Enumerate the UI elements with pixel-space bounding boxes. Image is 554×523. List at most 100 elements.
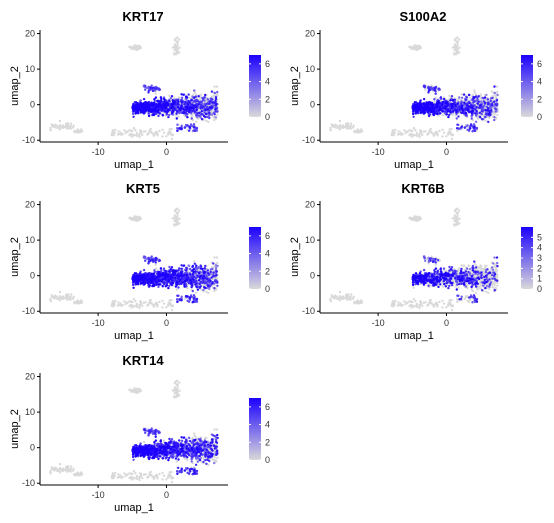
cell-point: [154, 258, 158, 262]
cell-point: [444, 107, 447, 111]
cell-point: [397, 130, 400, 133]
cell-point: [493, 91, 496, 95]
cell-point: [162, 267, 166, 270]
cell-point: [195, 129, 199, 132]
cell-point: [158, 259, 161, 262]
y-axis-label: umap_2: [289, 66, 301, 106]
cell-point: [136, 102, 139, 105]
cell-point: [426, 133, 429, 136]
cell-point: [474, 120, 478, 124]
cell-point: [448, 113, 451, 117]
cell-point: [204, 109, 207, 112]
cell-point: [161, 306, 164, 309]
cell-point: [213, 280, 217, 283]
cell-point: [199, 106, 203, 110]
cell-point: [441, 110, 444, 113]
cell-point: [472, 100, 475, 104]
cell-point: [399, 131, 402, 134]
cell-point: [151, 107, 155, 111]
cell-point: [458, 46, 461, 49]
cell-point: [352, 130, 356, 133]
cell-point: [215, 273, 218, 277]
cell-point: [213, 101, 216, 105]
cell-point: [474, 112, 477, 115]
cell-point: [176, 48, 179, 52]
cell-point: [194, 120, 198, 124]
cell-point: [472, 96, 475, 99]
y-tick-label: -10: [22, 135, 35, 145]
cell-point: [485, 93, 488, 97]
cell-point: [182, 108, 185, 111]
cell-point: [430, 110, 433, 113]
cell-point: [193, 91, 197, 95]
y-tick-label: 10: [25, 64, 35, 74]
cell-point: [111, 129, 115, 132]
cell-point: [493, 116, 496, 119]
cell-point: [167, 108, 170, 112]
cell-point: [148, 301, 151, 304]
cell-point: [69, 298, 72, 301]
cell-point: [496, 113, 499, 117]
cell-point: [403, 129, 406, 132]
cell-point: [493, 100, 496, 103]
cell-point: [176, 36, 179, 39]
cell-point: [182, 111, 185, 114]
cell-point: [473, 129, 477, 133]
cell-point: [418, 46, 421, 49]
cell-point: [450, 106, 453, 110]
cell-point: [204, 112, 208, 116]
cell-point: [424, 105, 427, 108]
cell-point: [458, 38, 461, 41]
cell-point: [212, 271, 215, 274]
cell-point: [152, 259, 155, 262]
cell-point: [214, 266, 218, 270]
cell-point: [128, 304, 131, 308]
cell-point: [196, 288, 200, 291]
cell-point: [418, 133, 421, 137]
chart-title: KRT17: [122, 9, 163, 24]
cell-point: [139, 101, 143, 105]
cell-point: [58, 290, 62, 294]
cell-point: [429, 127, 432, 131]
cell-point: [193, 275, 196, 278]
cell-point: [204, 104, 207, 107]
cell-point: [170, 308, 174, 312]
cell-point: [126, 130, 129, 133]
cell-point: [69, 295, 72, 299]
cell-point: [53, 125, 57, 128]
cell-point: [194, 291, 198, 294]
cell-point: [144, 259, 147, 262]
cell-point: [144, 301, 147, 304]
cell-point: [185, 266, 188, 270]
scatter-points: [329, 36, 499, 141]
cell-point: [206, 115, 209, 119]
cell-point: [138, 133, 141, 137]
y-tick-label: -10: [302, 135, 315, 145]
cell-point: [191, 283, 194, 286]
cell-point: [134, 129, 137, 132]
cell-point: [135, 45, 138, 48]
cell-point: [70, 122, 73, 125]
cell-point: [209, 270, 212, 274]
cell-point: [464, 107, 467, 111]
x-axis-label: umap_1: [114, 159, 154, 171]
cell-point: [139, 99, 142, 102]
cell-point: [214, 107, 217, 111]
cell-point: [176, 294, 179, 297]
cell-point: [176, 300, 179, 303]
cell-point: [158, 300, 161, 304]
cell-point: [460, 101, 463, 105]
cell-point: [130, 217, 133, 220]
cell-point: [441, 100, 445, 104]
cell-point: [77, 301, 81, 305]
chart-title: S100A2: [400, 9, 447, 24]
cell-point: [212, 274, 216, 277]
cell-point: [201, 105, 205, 108]
cell-point: [429, 103, 433, 106]
cell-point: [456, 108, 459, 112]
cell-point: [197, 114, 201, 118]
cell-point: [195, 298, 198, 301]
cell-point: [142, 97, 146, 101]
cell-point: [62, 126, 66, 129]
cell-point: [480, 100, 483, 103]
